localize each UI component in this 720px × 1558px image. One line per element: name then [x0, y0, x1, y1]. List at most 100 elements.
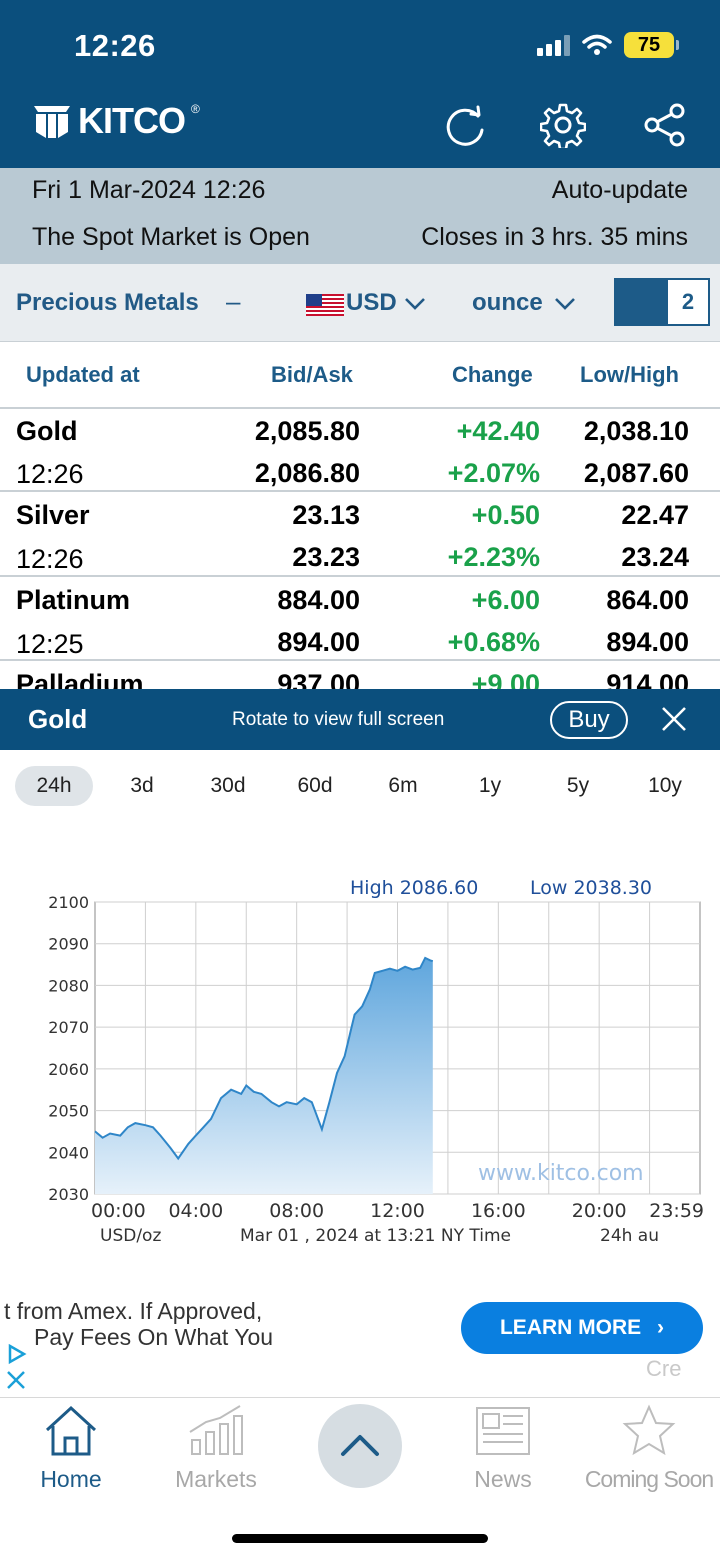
star-icon	[622, 1404, 676, 1456]
metal-name: Palladium	[16, 669, 144, 689]
low-price: 2,038.10	[583, 416, 689, 446]
home-icon	[45, 1405, 97, 1456]
y-tick-label: 2050	[48, 1102, 89, 1121]
status-icons: 75	[537, 32, 679, 58]
y-tick-label: 2070	[48, 1018, 89, 1037]
tab-3d[interactable]: 3d	[130, 774, 154, 797]
ad-fragment: Cre	[646, 1356, 682, 1381]
header-low-high: Low/High	[580, 362, 679, 387]
bid-price: 884.00	[277, 585, 360, 615]
learn-more-button[interactable]: LEARN MORE ›	[461, 1302, 703, 1354]
table-row-platinum[interactable]: Platinum 12:25 884.00 894.00 +6.00 +0.68…	[0, 577, 720, 661]
high-price: 23.24	[621, 542, 689, 572]
ad-banner[interactable]: t from Amex. If Approved, Pay Fees On Wh…	[0, 1290, 720, 1398]
ad-text-line2: Pay Fees On What You	[34, 1324, 274, 1350]
tab-10y[interactable]: 10y	[648, 774, 682, 797]
x-tick-label: 08:00	[269, 1200, 324, 1222]
buy-button[interactable]: Buy	[550, 701, 628, 739]
selector-row: Precious Metals – USD ounce 2	[0, 264, 720, 342]
chevron-down-icon[interactable]	[554, 297, 576, 311]
status-time: 12:26	[74, 28, 156, 63]
metal-name: Gold	[16, 416, 78, 446]
registered-mark: ®	[191, 102, 200, 116]
auto-update-label[interactable]: Auto-update	[551, 176, 688, 204]
header-bid-ask: Bid/Ask	[271, 362, 353, 387]
refresh-icon[interactable]	[442, 102, 488, 148]
x-tick-label: 00:00	[91, 1200, 146, 1222]
high-price: 2,087.60	[583, 458, 689, 488]
x-tick-label: 12:00	[370, 1200, 425, 1222]
metal-name: Platinum	[16, 585, 131, 615]
toggle-value: 2	[668, 280, 708, 324]
chart-timestamp: Mar 01 , 2024 at 13:21 NY Time	[240, 1226, 511, 1246]
unit-selector[interactable]: ounce	[472, 289, 543, 316]
tab-24h[interactable]: 24h	[15, 766, 93, 806]
battery-indicator: 75	[624, 32, 679, 58]
header-change: Change	[452, 362, 533, 387]
header-divider	[0, 407, 720, 409]
wifi-icon	[582, 34, 612, 55]
header-updated-at: Updated at	[26, 362, 140, 387]
share-icon[interactable]	[642, 102, 688, 148]
bottom-navigation: Home Markets News Coming Soon	[0, 1398, 720, 1558]
updated-time: 12:26	[16, 459, 84, 489]
app-header: 12:26 75 KITCO ®	[0, 0, 720, 168]
ad-text-line1: t from Amex. If Approved,	[4, 1298, 263, 1324]
current-date: Fri 1 Mar-2024 12:26	[32, 176, 266, 204]
prices-table: Updated at Bid/Ask Change Low/High Gold …	[0, 342, 720, 689]
x-tick-label: 23:59	[649, 1200, 704, 1222]
ask-price: 23.23	[292, 542, 360, 572]
decimal-toggle[interactable]: 2	[614, 278, 710, 326]
change-value: +42.40	[456, 416, 540, 446]
settings-gear-icon[interactable]	[540, 102, 586, 148]
ask-price: 894.00	[277, 627, 360, 657]
chart-low-label: Low 2038.30	[530, 877, 652, 899]
price-line	[94, 956, 434, 1161]
tab-6m[interactable]: 6m	[388, 774, 418, 797]
expand-up-button[interactable]	[318, 1404, 402, 1488]
chevron-down-icon[interactable]	[404, 297, 426, 311]
y-tick-label: 2100	[48, 893, 89, 912]
bid-price: 2,085.80	[254, 416, 360, 446]
nav-coming-soon[interactable]: Coming Soon	[580, 1404, 718, 1493]
table-row-silver[interactable]: Silver 12:26 23.13 23.23 +0.50 +2.23% 22…	[0, 493, 720, 577]
market-info-band: Fri 1 Mar-2024 12:26 Auto-update The Spo…	[0, 168, 720, 264]
x-unit-label: USD/oz	[100, 1226, 161, 1246]
nav-home[interactable]: Home	[34, 1404, 108, 1493]
change-percent: +2.23%	[447, 542, 540, 572]
low-price: 864.00	[606, 585, 689, 615]
currency-selector[interactable]: USD	[346, 289, 397, 316]
gold-price-chart[interactable]: 2100 2090 2080 2070 2060 2050 2040 2030 00:00 04…	[0, 860, 720, 1260]
x-tick-label: 04:00	[168, 1200, 223, 1222]
cellular-signal-icon	[537, 34, 570, 56]
tab-30d[interactable]: 30d	[210, 774, 246, 797]
table-row-palladium[interactable]: Palladium 937.00 +9.00 914.00	[0, 661, 720, 689]
low-price: 914.00	[606, 669, 689, 689]
change-value: +0.50	[471, 500, 540, 530]
updated-time: 12:25	[16, 629, 84, 659]
brand-name: KITCO	[78, 100, 186, 141]
change-percent: +2.07%	[447, 458, 540, 488]
y-tick-label: 2080	[48, 976, 89, 995]
chart-bars-icon	[189, 1405, 243, 1455]
tab-5y[interactable]: 5y	[566, 774, 590, 797]
nav-markets[interactable]: Markets	[166, 1404, 266, 1493]
close-icon[interactable]	[660, 705, 688, 733]
high-price: 894.00	[606, 627, 689, 657]
adchoices-icon[interactable]	[4, 1342, 28, 1390]
range-tabs: 24h 3d 30d 60d 6m 1y 5y 10y	[0, 750, 720, 822]
tab-1y[interactable]: 1y	[478, 774, 502, 797]
nav-coming-soon-label: Coming Soon	[584, 1466, 714, 1492]
ask-price: 2,086.80	[254, 458, 360, 488]
nav-home-label: Home	[40, 1466, 102, 1492]
home-indicator	[232, 1534, 488, 1543]
collapse-toggle[interactable]: –	[226, 286, 241, 316]
nav-news[interactable]: News	[466, 1404, 540, 1493]
y-tick-label: 2090	[48, 935, 89, 954]
nav-news-label: News	[474, 1466, 532, 1492]
tab-60d[interactable]: 60d	[297, 774, 333, 797]
market-status: The Spot Market is Open	[32, 223, 310, 251]
category-selector[interactable]: Precious Metals	[16, 289, 199, 316]
table-row-gold[interactable]: Gold 12:26 2,085.80 2,086.80 +42.40 +2.0…	[0, 408, 720, 492]
price-area	[95, 957, 433, 1194]
